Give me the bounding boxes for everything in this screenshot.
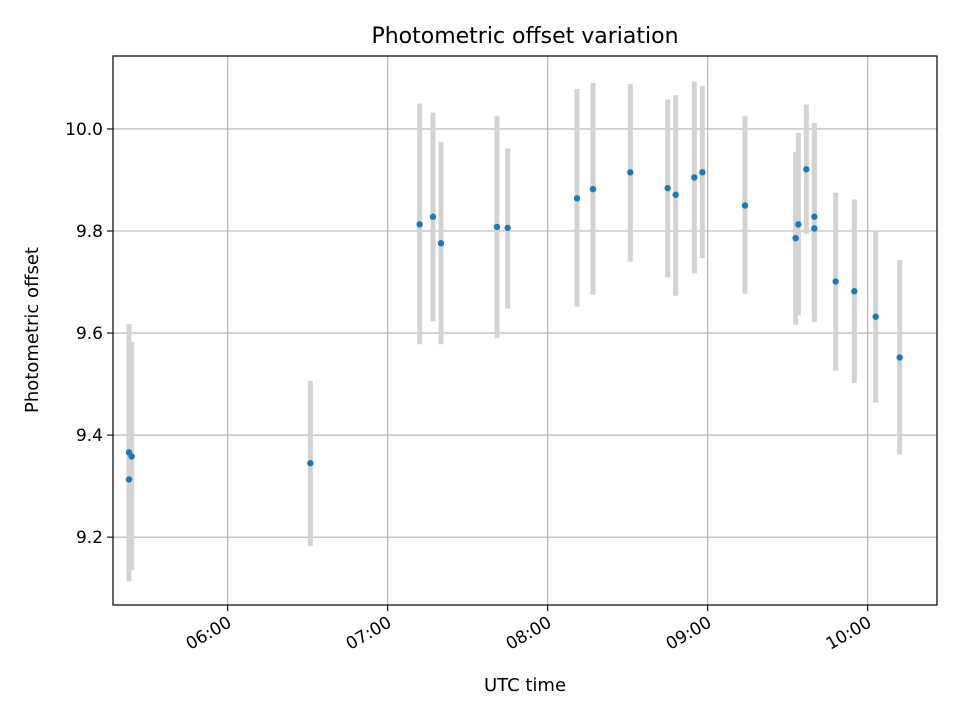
- data-point: [437, 240, 445, 247]
- data-point: [811, 213, 818, 220]
- data-point: [664, 184, 671, 192]
- data-point: [416, 221, 423, 228]
- data-point: [699, 169, 706, 176]
- y-axis-ticks: 9.2 9.4 9.6 9.8 10.0: [65, 120, 113, 548]
- y-axis-label: Photometric offset: [22, 247, 43, 413]
- data-point: [589, 185, 597, 193]
- data-point: [125, 476, 133, 483]
- data-point: [672, 191, 679, 198]
- data-point: [832, 278, 839, 285]
- y-tick-label: 9.4: [76, 426, 103, 446]
- data-point: [691, 174, 698, 181]
- data-point: [896, 354, 903, 361]
- data-point: [493, 223, 501, 231]
- data-point: [872, 313, 879, 320]
- y-tick-label: 9.6: [76, 324, 103, 344]
- plot-frame: [112, 55, 938, 606]
- data-point: [803, 166, 810, 173]
- data-point: [792, 234, 799, 242]
- y-tick-label: 9.2: [76, 528, 103, 548]
- data-point: [851, 288, 858, 295]
- y-tick-label: 10.0: [65, 120, 103, 140]
- x-axis-label: UTC time: [484, 675, 566, 696]
- data-point: [128, 453, 135, 460]
- data-point: [627, 169, 634, 176]
- data-point: [429, 213, 437, 220]
- chart-title: Photometric offset variation: [371, 24, 678, 49]
- data-points: [125, 166, 903, 483]
- y-tick-label: 9.8: [76, 222, 103, 242]
- data-point: [307, 459, 314, 467]
- data-point: [795, 221, 802, 228]
- data-point: [811, 225, 818, 232]
- data-point: [741, 202, 749, 209]
- data-point: [504, 224, 511, 232]
- data-point: [573, 195, 581, 202]
